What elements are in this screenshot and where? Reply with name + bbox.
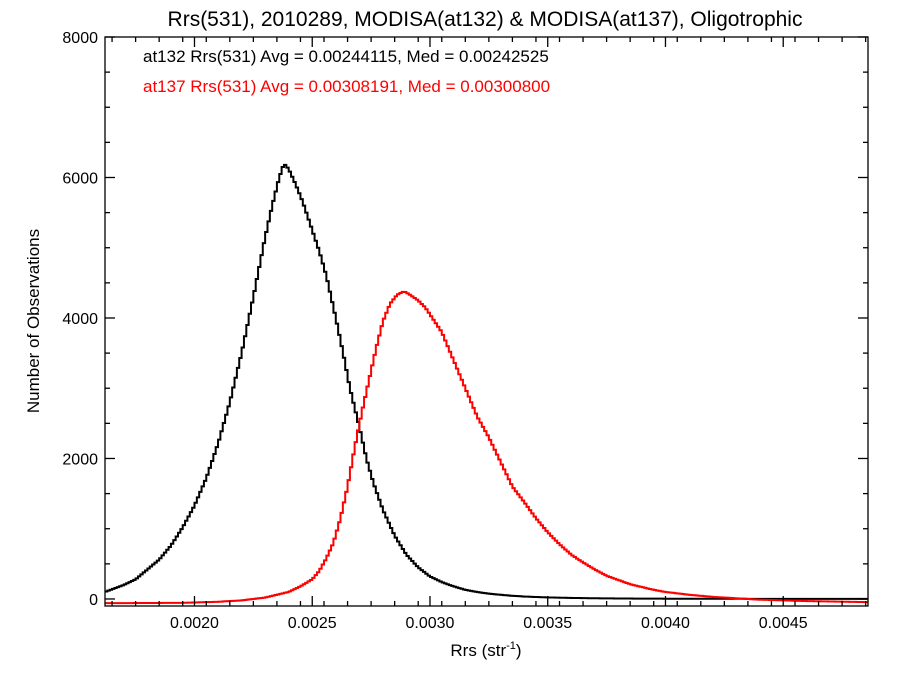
x-tick-label: 0.0045	[759, 615, 808, 632]
y-tick-label: 6000	[62, 170, 98, 187]
x-tick-label: 0.0035	[523, 615, 572, 632]
annotation-at132: at132 Rrs(531) Avg = 0.00244115, Med = 0…	[143, 47, 549, 66]
x-axis-label-close: )	[516, 641, 522, 660]
x-tick-label: 0.0040	[641, 615, 690, 632]
x-tick-label: 0.0030	[406, 615, 455, 632]
plot-frame	[104, 36, 869, 607]
series-layer	[105, 163, 868, 605]
chart-title: Rrs(531), 2010289, MODISA(at132) & MODIS…	[168, 8, 803, 31]
x-tick-label: 0.0020	[170, 615, 219, 632]
ticks-layer: 0.0020 0.0025 0.0030 0.0035 0.0040 0.0045 0 200…	[62, 30, 868, 632]
y-tick-label: 0	[89, 592, 98, 609]
y-axis-label: Number of Observations	[24, 229, 43, 413]
x-tick-label: 0.0025	[288, 615, 337, 632]
series-line-1	[105, 290, 868, 605]
y-tick-label: 8000	[62, 30, 98, 47]
x-axis-label-superscript: -1	[506, 640, 516, 652]
annotation-at137: at137 Rrs(531) Avg = 0.00308191, Med = 0…	[143, 77, 550, 96]
y-tick-label: 4000	[62, 311, 98, 328]
x-axis-label: Rrs (str-1)	[450, 640, 521, 660]
series-line-0	[105, 163, 868, 600]
y-tick-label: 2000	[62, 451, 98, 468]
x-axis-label-main: Rrs (str	[450, 641, 506, 660]
